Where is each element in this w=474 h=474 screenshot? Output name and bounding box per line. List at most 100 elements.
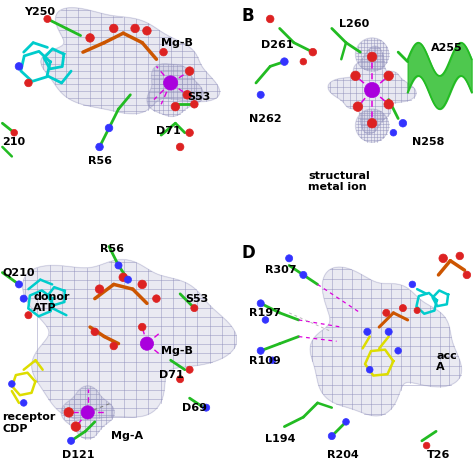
Circle shape [176, 143, 184, 151]
Circle shape [191, 100, 198, 108]
Text: 210: 210 [2, 137, 26, 147]
Circle shape [399, 119, 407, 127]
Text: R197: R197 [249, 308, 281, 318]
Text: acc
A: acc A [436, 351, 457, 373]
Text: R56: R56 [100, 244, 124, 254]
Circle shape [20, 400, 27, 406]
Circle shape [119, 273, 128, 282]
Circle shape [160, 48, 167, 56]
Circle shape [131, 24, 139, 33]
Circle shape [384, 100, 393, 109]
Text: structural
metal ion: structural metal ion [308, 171, 370, 192]
Circle shape [138, 280, 146, 289]
Circle shape [367, 52, 377, 62]
Circle shape [64, 408, 73, 417]
Circle shape [15, 281, 23, 288]
Circle shape [15, 63, 23, 70]
Polygon shape [61, 386, 114, 439]
Text: receptor
CDP: receptor CDP [2, 412, 56, 434]
Circle shape [109, 24, 118, 33]
Circle shape [140, 337, 154, 350]
Circle shape [463, 271, 471, 279]
Circle shape [138, 323, 146, 331]
Circle shape [67, 437, 75, 445]
Circle shape [351, 71, 360, 81]
Circle shape [25, 79, 32, 87]
Circle shape [9, 381, 15, 387]
Text: S53: S53 [185, 294, 208, 304]
Circle shape [399, 305, 406, 312]
Circle shape [44, 15, 51, 23]
Text: R109: R109 [249, 356, 281, 365]
Circle shape [343, 419, 349, 425]
Circle shape [96, 143, 103, 151]
Circle shape [186, 366, 193, 374]
Circle shape [171, 102, 180, 111]
Circle shape [285, 255, 292, 262]
Polygon shape [356, 109, 389, 142]
Text: B: B [242, 7, 255, 25]
Circle shape [439, 254, 447, 263]
Circle shape [20, 295, 27, 302]
Circle shape [185, 67, 194, 75]
Circle shape [105, 124, 113, 132]
Text: Y250: Y250 [24, 7, 55, 17]
Circle shape [309, 48, 317, 56]
Circle shape [164, 76, 178, 90]
Circle shape [86, 34, 94, 42]
Text: L194: L194 [265, 434, 296, 444]
Text: donor
ATP: donor ATP [33, 292, 70, 313]
Text: S53: S53 [187, 92, 210, 102]
Circle shape [366, 366, 373, 373]
Text: R307: R307 [265, 265, 297, 275]
Text: D71: D71 [156, 126, 181, 136]
Text: T26: T26 [427, 450, 450, 460]
Text: N262: N262 [249, 114, 282, 124]
Circle shape [365, 82, 380, 98]
Text: A255: A255 [431, 43, 463, 53]
Circle shape [300, 271, 307, 279]
Circle shape [143, 27, 151, 35]
Polygon shape [356, 38, 389, 71]
Circle shape [191, 305, 198, 312]
Circle shape [383, 309, 390, 317]
Text: D: D [242, 244, 255, 262]
Text: Mg-B: Mg-B [161, 38, 193, 48]
Circle shape [257, 300, 264, 307]
Text: R56: R56 [88, 156, 112, 166]
Circle shape [257, 347, 264, 355]
Polygon shape [328, 46, 416, 134]
Circle shape [91, 328, 99, 336]
Text: R204: R204 [327, 450, 359, 460]
Circle shape [110, 342, 118, 350]
Circle shape [95, 285, 104, 293]
Circle shape [257, 91, 264, 99]
Circle shape [115, 262, 122, 269]
Circle shape [262, 317, 269, 323]
Circle shape [25, 312, 32, 319]
Circle shape [300, 58, 307, 65]
Circle shape [11, 129, 18, 136]
Circle shape [384, 71, 393, 81]
Circle shape [81, 406, 94, 419]
Circle shape [409, 281, 416, 288]
Circle shape [202, 404, 210, 411]
Circle shape [176, 375, 184, 383]
Circle shape [328, 432, 336, 440]
Text: N258: N258 [412, 137, 445, 147]
Text: D261: D261 [261, 40, 293, 50]
Text: Mg-B: Mg-B [161, 346, 193, 356]
Circle shape [281, 58, 288, 65]
Text: Mg-A: Mg-A [111, 431, 144, 441]
Circle shape [364, 328, 371, 336]
Circle shape [183, 91, 191, 99]
Text: Q210: Q210 [2, 268, 35, 278]
Circle shape [456, 252, 464, 260]
Text: L260: L260 [339, 19, 369, 29]
Circle shape [367, 118, 377, 128]
Circle shape [414, 308, 420, 314]
Circle shape [266, 15, 274, 23]
Circle shape [71, 422, 81, 431]
Circle shape [395, 347, 401, 354]
Circle shape [186, 129, 193, 137]
